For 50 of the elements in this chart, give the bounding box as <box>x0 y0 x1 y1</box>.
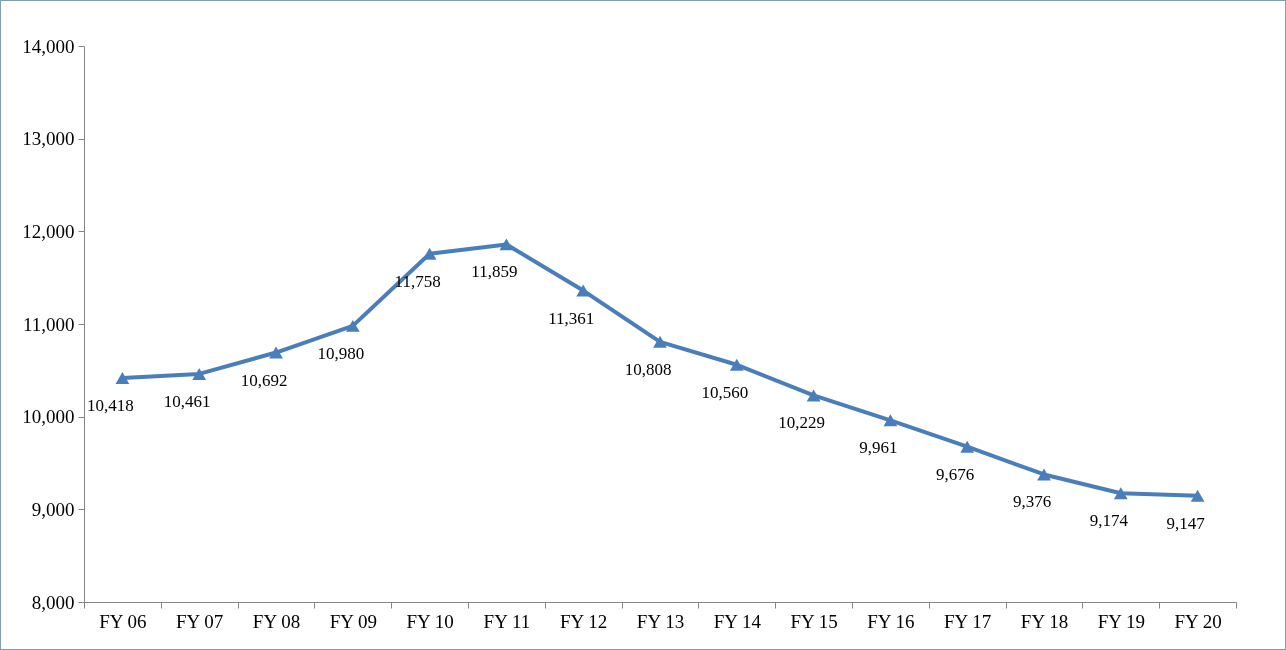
x-tick-label: FY 19 <box>1097 610 1145 632</box>
data-label: 9,174 <box>1089 511 1129 531</box>
data-label: 9,376 <box>1012 492 1052 512</box>
point <box>269 346 283 359</box>
x-tick-label: FY 11 <box>483 610 531 632</box>
x-tick-label: FY 12 <box>560 610 608 632</box>
data-label: 11,859 <box>471 262 518 282</box>
data-label: 10,808 <box>624 359 672 379</box>
point <box>1113 487 1128 500</box>
point <box>729 358 744 371</box>
data-label: 10,461 <box>163 391 211 411</box>
y-tick-label: 11,000 <box>22 313 75 335</box>
point <box>806 389 821 402</box>
y-tick-label: 8,000 <box>31 591 75 613</box>
data-label: 9,961 <box>859 438 898 458</box>
data-label: 9,147 <box>1166 513 1206 533</box>
point <box>576 284 591 297</box>
x-tick-label: FY 07 <box>176 610 224 632</box>
data-label: 10,560 <box>701 382 749 402</box>
x-tick-label: FY 16 <box>867 610 915 632</box>
point <box>499 238 514 251</box>
point <box>1190 489 1205 502</box>
y-tick-label: 14,000 <box>22 35 75 57</box>
y-tick-label: 12,000 <box>22 220 75 242</box>
x-tick-label: FY 09 <box>329 610 377 632</box>
x-tick-label: FY 13 <box>636 610 685 632</box>
point <box>192 367 207 380</box>
point <box>960 440 975 453</box>
y-tick-label: 13,000 <box>22 128 75 150</box>
y-tick-label: 10,000 <box>22 406 75 428</box>
point <box>653 335 667 348</box>
data-label: 10,692 <box>240 370 288 390</box>
y-tick-label: 9,000 <box>31 498 75 520</box>
x-tick-label: FY 14 <box>713 610 762 632</box>
x-tick-label: FY 08 <box>252 610 301 632</box>
x-tick-label: FY 15 <box>790 610 838 632</box>
data-label: 11,361 <box>548 308 595 328</box>
data-label: 10,418 <box>87 395 134 415</box>
x-tick-label: FY 10 <box>406 610 454 632</box>
x-tick-label: FY 20 <box>1174 610 1222 632</box>
point <box>883 414 898 427</box>
x-tick-label: FY 18 <box>1020 610 1069 632</box>
point <box>115 371 130 384</box>
data-label: 9,676 <box>936 464 975 484</box>
data-label: 10,980 <box>317 343 365 363</box>
point <box>345 319 360 332</box>
x-tick-label: FY 06 <box>99 610 147 632</box>
data-label: 10,229 <box>778 413 825 433</box>
x-tick-label: FY 17 <box>944 610 992 632</box>
point <box>1037 468 1051 481</box>
